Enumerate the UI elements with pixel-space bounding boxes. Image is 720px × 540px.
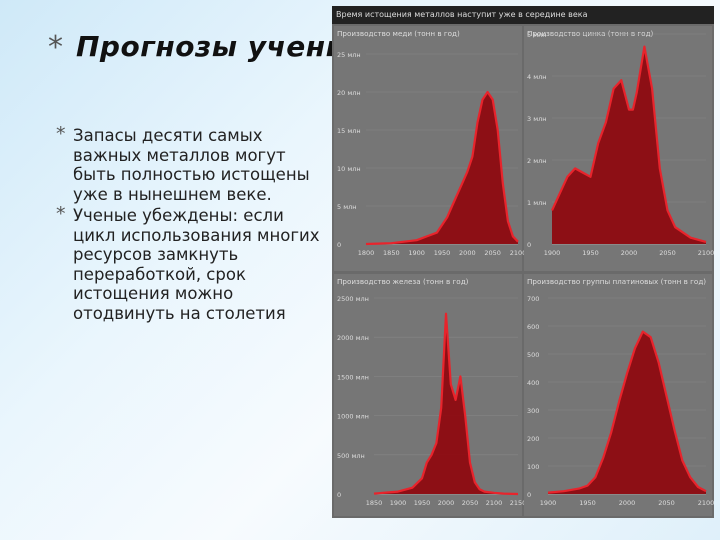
metal-production-figure: Время истощения металлов наступит уже в …	[332, 6, 714, 518]
y-tick-label: 1000 млн	[337, 413, 369, 421]
x-tick-label: 2050	[462, 499, 479, 507]
x-tick-label: 2050	[484, 249, 501, 257]
x-tick-label: 1900	[390, 499, 407, 507]
y-tick-label: 4 млн	[527, 73, 547, 81]
x-tick-label: 1900	[540, 499, 557, 507]
x-tick-label: 1850	[366, 499, 383, 507]
y-tick-label: 25 млн	[337, 51, 361, 59]
x-tick-label: 2100	[510, 249, 527, 257]
x-tick-label: 2000	[459, 249, 476, 257]
x-tick-label: 1900	[408, 249, 425, 257]
y-tick-label: 0	[337, 491, 341, 499]
y-tick-label: 1 млн	[527, 199, 547, 207]
y-tick-label: 0	[527, 491, 531, 499]
x-tick-label: 2100	[486, 499, 503, 507]
y-tick-label: 3 млн	[527, 115, 547, 123]
chart-title: Производство группы платиновых (тонн в г…	[527, 277, 706, 286]
x-tick-label: 1900	[544, 249, 561, 257]
series-line	[547, 330, 707, 494]
chart-title: Производство железа (тонн в год)	[337, 277, 469, 286]
y-tick-label: 0	[337, 241, 341, 249]
y-tick-label: 400	[527, 379, 539, 387]
x-tick-label: 1950	[434, 249, 451, 257]
x-tick-label: 2100	[698, 249, 714, 257]
chart-panel: Производство группы платиновых (тонн в г…	[524, 274, 714, 516]
slide-title: Прогнозы ученых	[76, 30, 370, 63]
bullet-star-icon: *	[56, 123, 66, 145]
bullet-star-icon: *	[56, 203, 66, 225]
y-tick-label: 300	[527, 407, 539, 415]
bullet-text: Ученые убеждены: если цикл использования…	[73, 206, 320, 323]
x-tick-label: 1800	[358, 249, 375, 257]
y-tick-label: 1500 млн	[337, 373, 369, 381]
bullet-item: * Запасы десяти самых важных металлов мо…	[56, 123, 326, 204]
chart-title: Производство цинка (тонн в год)	[527, 29, 654, 38]
series-line	[365, 90, 519, 246]
bullet-item: * Ученые убеждены: если цикл использован…	[56, 203, 326, 323]
bullet-list: * Запасы десяти самых важных металлов мо…	[56, 123, 326, 325]
series-area	[374, 313, 518, 494]
y-tick-label: 2 млн	[527, 157, 547, 165]
charts-svg: Производство меди (тонн в год) 0 5 млн 10 м…	[334, 26, 714, 516]
x-tick-label: 2000	[438, 499, 455, 507]
chart-panel: Производство железа (тонн в год) 0 500 млн…	[334, 274, 526, 516]
x-tick-label: 1950	[579, 499, 596, 507]
x-tick-label: 2150	[510, 499, 527, 507]
figure-header: Время истощения металлов наступит уже в …	[332, 6, 714, 24]
bullet-text: Запасы десяти самых важных металлов могу…	[73, 126, 310, 204]
chart-panel: Производство цинка (тонн в год) 0 1 млн 2 м…	[524, 26, 714, 271]
x-tick-label: 2050	[658, 499, 675, 507]
y-tick-label: 100	[527, 463, 539, 471]
series-line	[373, 312, 519, 496]
chart-panel: Производство меди (тонн в год) 0 5 млн 10 м…	[334, 26, 526, 271]
chart-title: Производство меди (тонн в год)	[337, 29, 460, 38]
y-tick-label: 15 млн	[337, 127, 361, 135]
y-tick-label: 0	[527, 241, 531, 249]
y-tick-label: 500 млн	[337, 452, 365, 460]
y-tick-label: 500	[527, 351, 539, 359]
y-tick-label: 10 млн	[337, 165, 361, 173]
y-tick-label: 5 млн	[527, 31, 547, 39]
y-tick-label: 5 млн	[337, 203, 357, 211]
x-tick-label: 1950	[582, 249, 599, 257]
x-tick-label: 2100	[698, 499, 714, 507]
x-tick-label: 2000	[619, 499, 636, 507]
y-tick-label: 20 млн	[337, 89, 361, 97]
x-tick-label: 2050	[659, 249, 676, 257]
series-area	[548, 331, 706, 494]
series-line	[551, 45, 707, 243]
x-tick-label: 1850	[383, 249, 400, 257]
series-area	[366, 92, 518, 244]
y-tick-label: 2000 млн	[337, 334, 369, 342]
title-star-icon: *	[48, 30, 63, 65]
y-tick-label: 600	[527, 323, 539, 331]
y-tick-label: 200	[527, 435, 539, 443]
y-tick-label: 700	[527, 295, 539, 303]
y-tick-label: 2500 млн	[337, 295, 369, 303]
x-tick-label: 1950	[414, 499, 431, 507]
x-tick-label: 2000	[621, 249, 638, 257]
series-area	[552, 46, 706, 244]
